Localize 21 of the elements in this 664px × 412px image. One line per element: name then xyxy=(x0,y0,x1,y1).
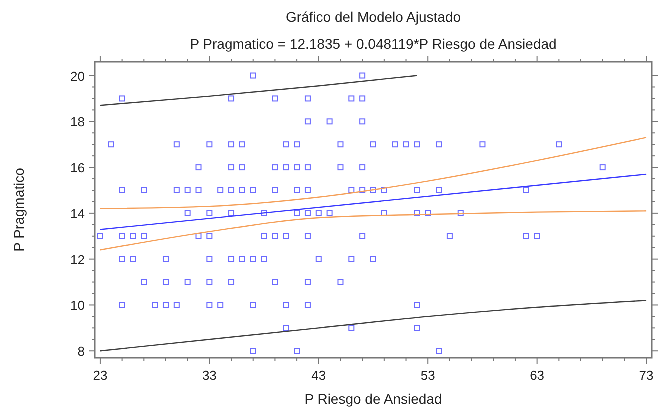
y-tick-label: 14 xyxy=(70,206,85,222)
y-tick-label: 18 xyxy=(70,114,85,130)
line-series xyxy=(100,75,418,106)
line-series xyxy=(100,137,648,210)
y-tick-label: 12 xyxy=(70,252,85,268)
line-series xyxy=(100,300,648,352)
y-tick-label: 20 xyxy=(70,68,85,84)
x-tick-label: 23 xyxy=(93,368,108,383)
x-tick-label: 63 xyxy=(530,368,545,383)
y-tick-label: 16 xyxy=(70,160,85,176)
y-axis-title: P Pragmatico xyxy=(11,168,27,252)
chart-title: Gráfico del Modelo Ajustado xyxy=(286,9,462,25)
x-tick-label: 73 xyxy=(639,368,654,383)
line-series xyxy=(100,210,648,251)
x-tick-label: 43 xyxy=(312,368,326,383)
x-tick-label: 33 xyxy=(202,368,217,383)
y-tick-label: 8 xyxy=(78,344,85,360)
x-tick-label: 53 xyxy=(420,368,436,383)
x-axis-title: P Riesgo de Ansiedad xyxy=(304,391,442,407)
y-tick-label: 10 xyxy=(70,298,85,314)
chart-subtitle: P Pragmatico = 12.1835 + 0.048119*P Riesgo de Ansiedad xyxy=(190,36,557,52)
